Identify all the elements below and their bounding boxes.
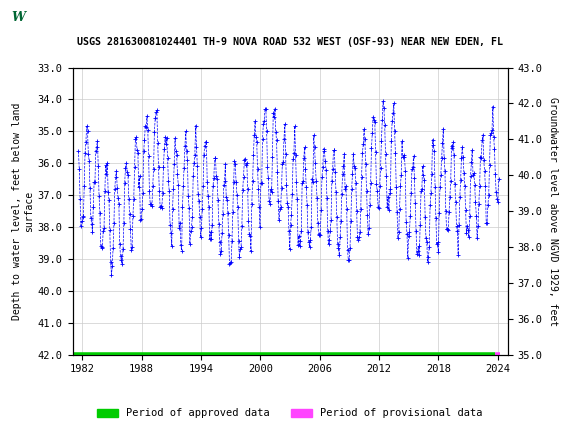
Text: W: W (12, 11, 26, 24)
Legend: Period of approved data, Period of provisional data: Period of approved data, Period of provi… (93, 404, 487, 423)
Y-axis label: Depth to water level, feet below land
surface: Depth to water level, feet below land su… (12, 102, 34, 320)
Text: USGS: USGS (44, 11, 86, 25)
Text: USGS 281630081024401 TH-9 NOVA ROAD 532 WEST (OSF-93) NEAR NEW EDEN, FL: USGS 281630081024401 TH-9 NOVA ROAD 532 … (77, 37, 503, 47)
Y-axis label: Groundwater level above NGVD 1929, feet: Groundwater level above NGVD 1929, feet (548, 97, 558, 326)
Bar (3, 3, 35, 32)
